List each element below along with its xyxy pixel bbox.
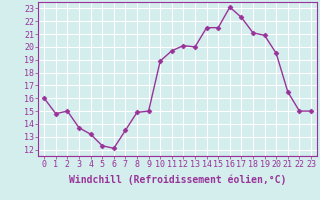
X-axis label: Windchill (Refroidissement éolien,°C): Windchill (Refroidissement éolien,°C): [69, 175, 286, 185]
